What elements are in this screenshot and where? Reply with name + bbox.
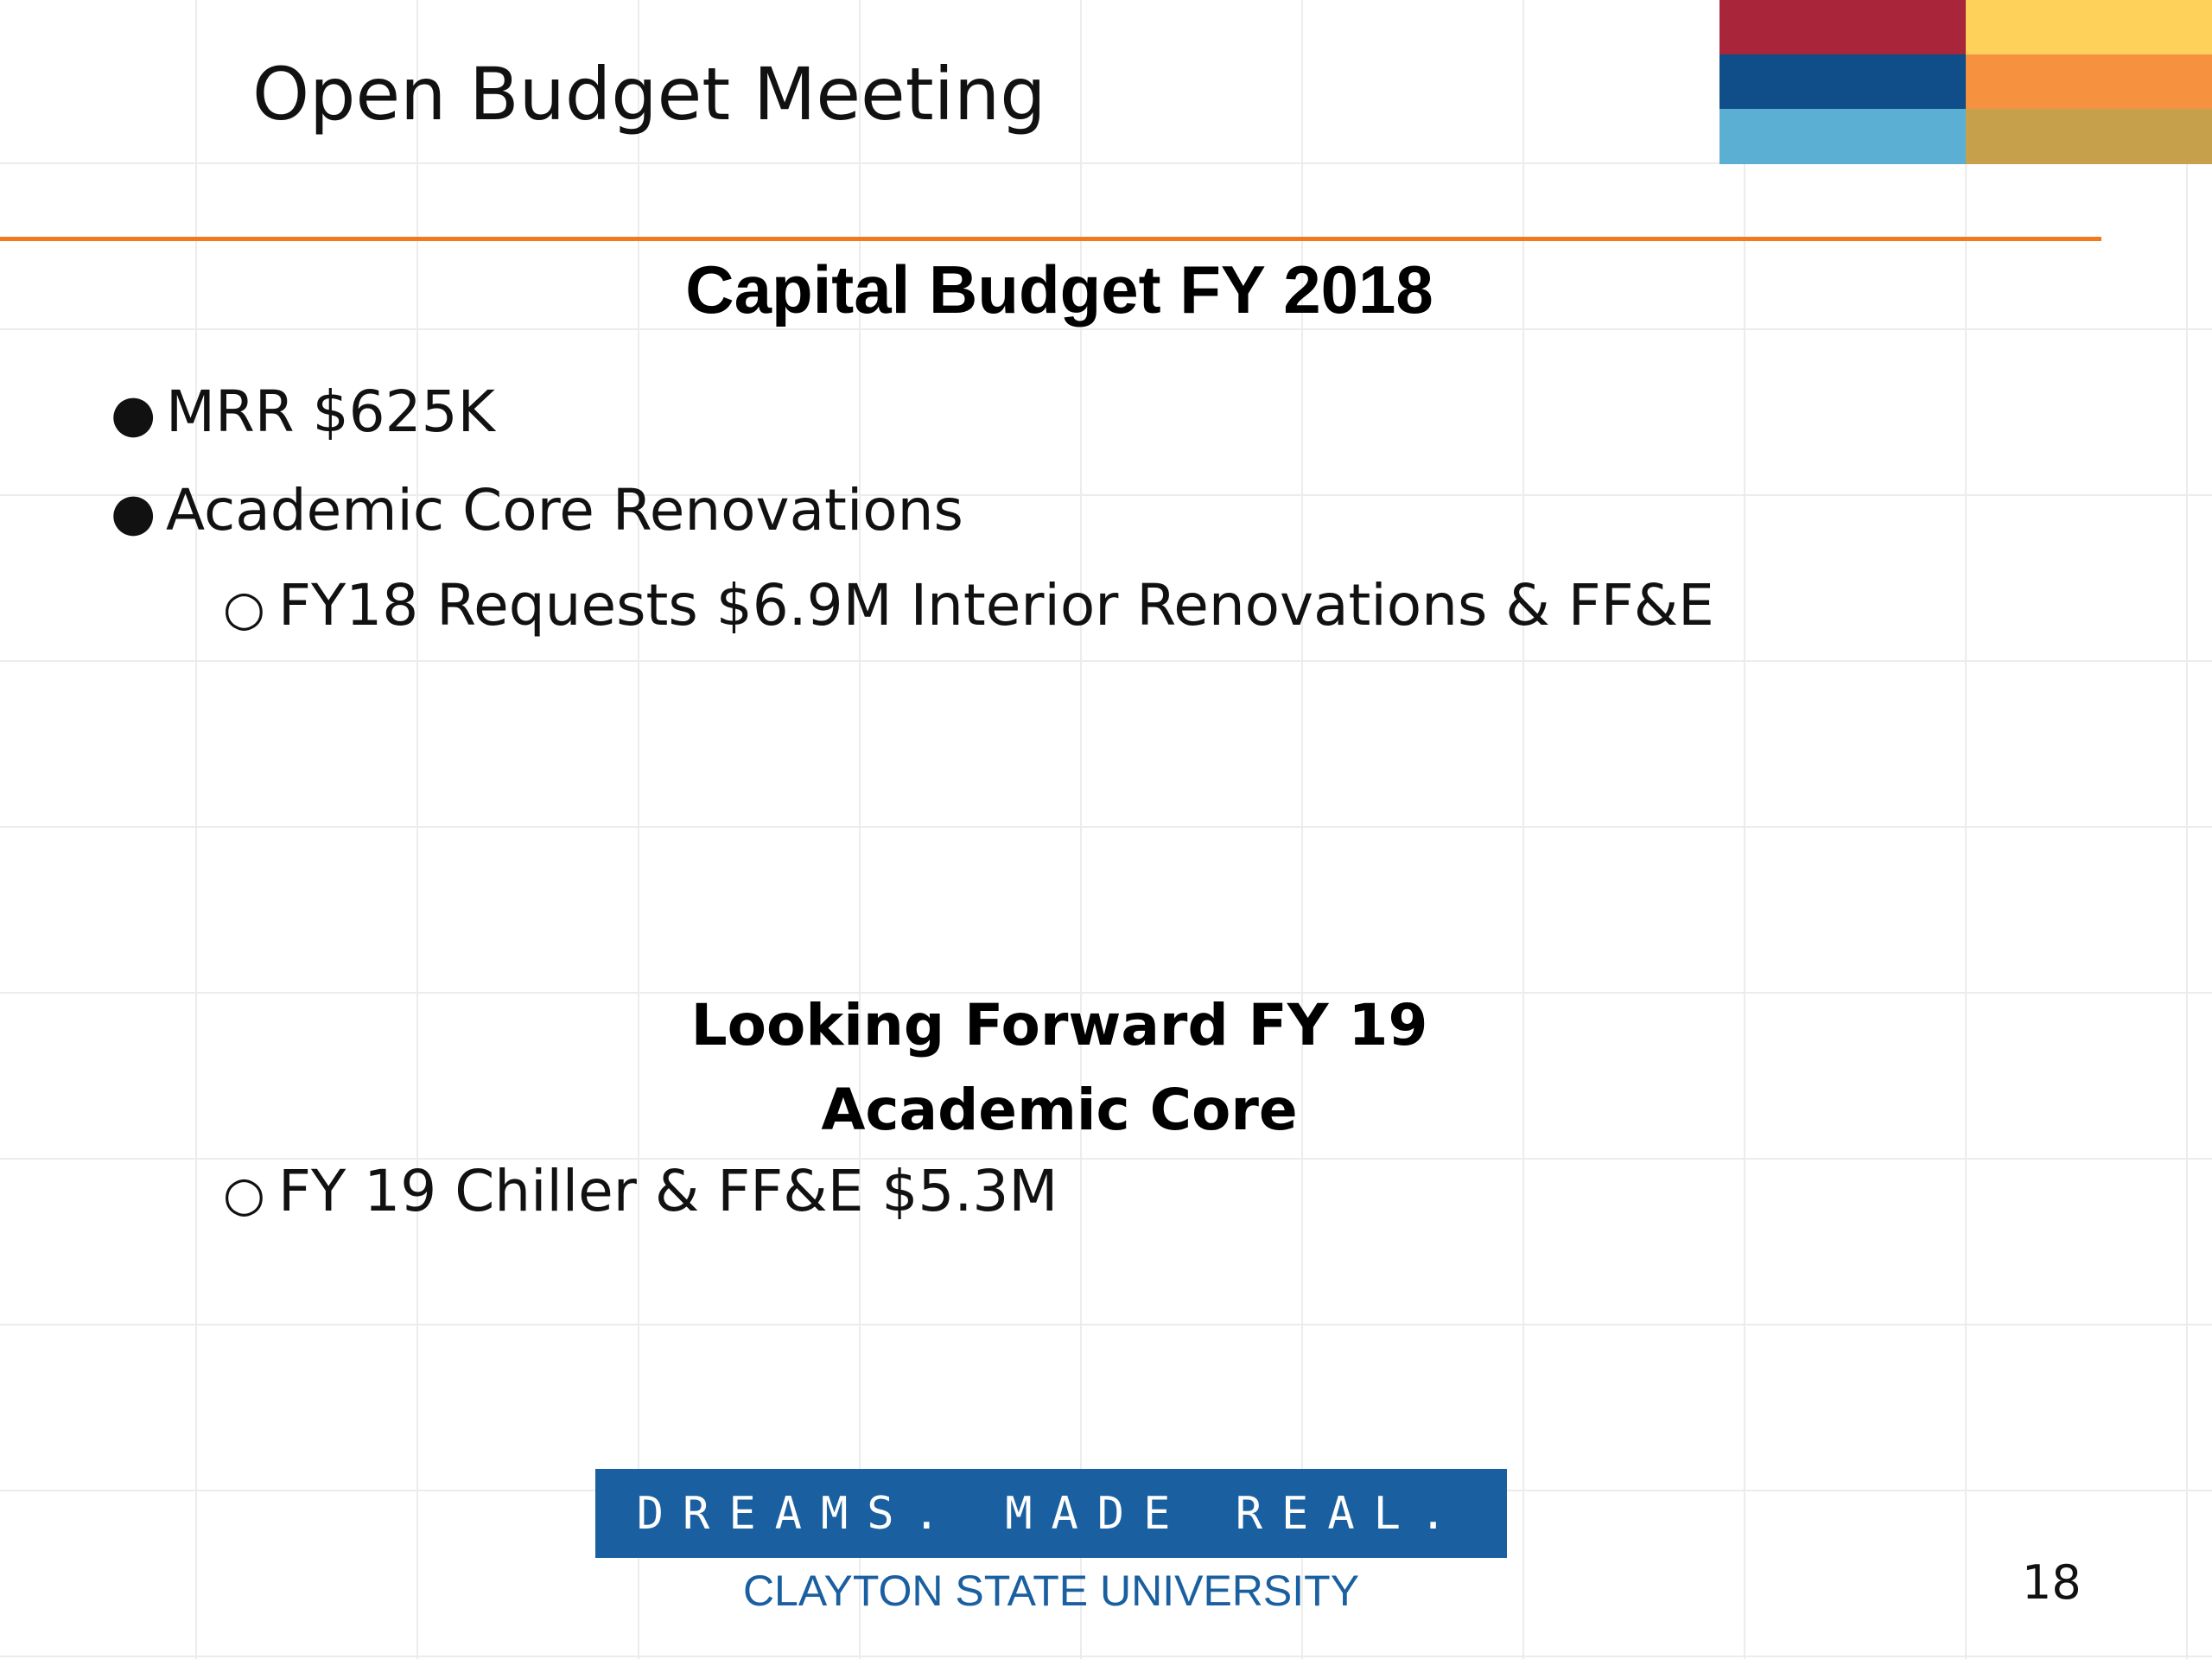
banner-tagline: DREAMS. MADE REAL. [636,1487,1466,1540]
dreams-made-real-banner: DREAMS. MADE REAL. [595,1469,1507,1558]
brand-color-grid [1719,0,2212,164]
slide-title: Open Budget Meeting [252,52,1046,137]
color-block-navy [1719,54,1966,109]
sub-bullet-marker: ○ [223,1166,265,1223]
bullet-academic-core: ● Academic Core Renovations [111,477,963,543]
bullet-marker: ● [111,482,156,543]
bullet-mrr: ● MRR $625K [111,378,495,445]
bullet-text: MRR $625K [166,378,495,445]
color-block-orange [1966,54,2212,109]
color-block-crimson [1719,0,1966,54]
sub-bullet-text: FY18 Requests $6.9M Interior Renovations… [278,572,1714,639]
color-block-lightblue [1719,109,1966,164]
color-block-gold [1966,109,2212,164]
color-block-yellow [1966,0,2212,54]
sub-bullet-marker: ○ [223,581,265,637]
bullet-text: Academic Core Renovations [166,477,963,543]
sub-bullet-fy19-chiller: ○ FY 19 Chiller & FF&E $5.3M [223,1158,1058,1224]
page-number: 18 [2022,1555,2082,1610]
bullet-marker: ● [111,384,156,444]
academic-core-heading: Academic Core [821,1077,1298,1143]
sub-bullet-text: FY 19 Chiller & FF&E $5.3M [278,1158,1058,1224]
capital-budget-heading: Capital Budget FY 2018 [685,251,1433,327]
title-divider [0,237,2101,241]
sub-bullet-fy18-requests: ○ FY18 Requests $6.9M Interior Renovation… [223,572,1714,639]
university-name: CLAYTON STATE UNIVERSITY [742,1567,1360,1615]
looking-forward-heading: Looking Forward FY 19 [690,992,1428,1058]
